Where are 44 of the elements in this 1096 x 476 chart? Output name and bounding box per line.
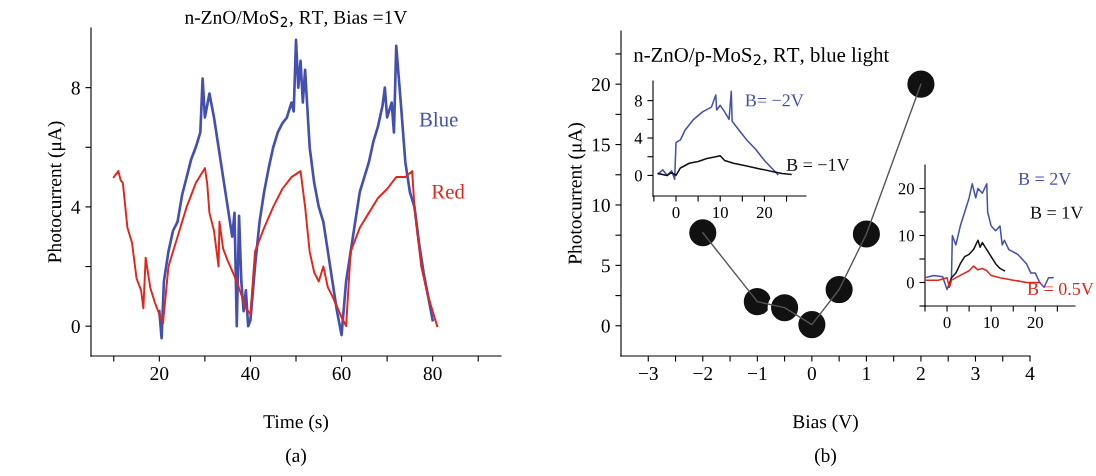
x-tick-label: 20 bbox=[756, 206, 773, 219]
x-axis-title: Time (s) bbox=[263, 414, 329, 433]
series-label: B = 0.5V bbox=[1027, 282, 1094, 295]
series-label: Blue bbox=[419, 111, 458, 127]
x-tick-label: 0 bbox=[807, 366, 816, 381]
x-tick-label: 10 bbox=[984, 316, 999, 329]
series-label: Red bbox=[431, 184, 465, 199]
y-tick-label: 20 bbox=[591, 77, 610, 92]
series-label: B = 2V bbox=[1018, 172, 1072, 186]
x-tick-label: −3 bbox=[638, 367, 658, 381]
x-axis-title: Bias (V) bbox=[792, 414, 858, 433]
x-tick-label: 1 bbox=[863, 367, 871, 380]
x-tick-label: 20 bbox=[1027, 316, 1043, 329]
x-tick-label: 20 bbox=[150, 366, 169, 381]
text: n-ZnO/p-MoS$_{2}$, RT, blue light bbox=[633, 47, 890, 67]
y-tick-label: 20 bbox=[898, 183, 914, 195]
text: (a) bbox=[286, 448, 306, 466]
y-tick-label: 4 bbox=[634, 132, 643, 144]
series-label: B= −2V bbox=[745, 94, 804, 107]
y-tick-label: 5 bbox=[601, 259, 610, 273]
text: B = 1V bbox=[1030, 206, 1084, 219]
x-tick-label: −1 bbox=[747, 367, 767, 380]
x-tick-label: 0 bbox=[672, 206, 680, 219]
x-tick-label: 40 bbox=[241, 366, 260, 381]
x-tick-label: −2 bbox=[693, 367, 713, 380]
x-tick-label: 4 bbox=[1025, 367, 1035, 380]
x-tick-label: 2 bbox=[916, 367, 925, 380]
y-tick-label: 15 bbox=[592, 138, 610, 152]
y-axis-title: Photocurrent (μA) bbox=[47, 121, 66, 263]
chart-title: n-ZnO/MoS$_{2}$, RT, Bias =1V bbox=[184, 10, 408, 27]
y-tick-label: 0 bbox=[906, 277, 914, 289]
line-series bbox=[948, 239, 1006, 288]
y-tick-label: 10 bbox=[899, 230, 914, 242]
x-tick-label: 0 bbox=[943, 316, 951, 329]
x-tick-label: 3 bbox=[971, 367, 980, 381]
y-tick-label: 8 bbox=[71, 81, 80, 95]
y-tick-label: 0 bbox=[634, 170, 642, 182]
series-label: B = −1V bbox=[786, 158, 850, 171]
text: (b) bbox=[815, 448, 836, 466]
y-tick-label: 8 bbox=[634, 95, 642, 107]
y-axis-title: Photocurrent (μA) bbox=[567, 122, 586, 265]
x-tick-label: 80 bbox=[423, 366, 442, 381]
x-tick-label: 10 bbox=[713, 206, 728, 219]
x-tick-label: 60 bbox=[332, 366, 351, 381]
